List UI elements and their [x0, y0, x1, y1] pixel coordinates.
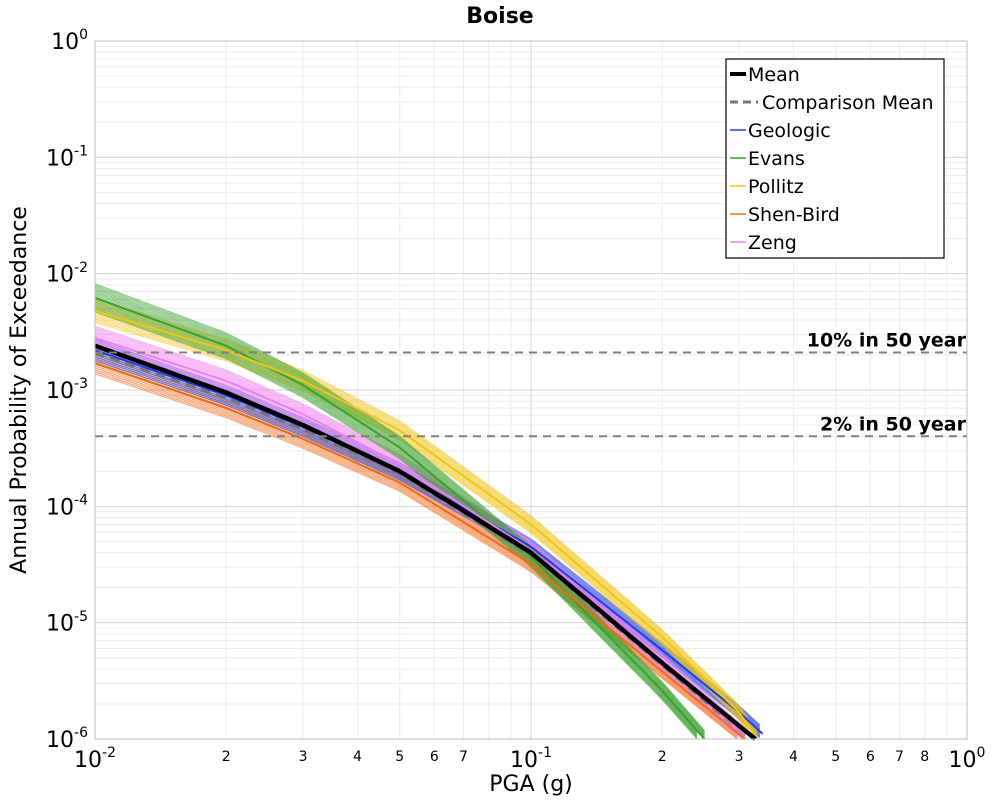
legend-label: Mean: [748, 64, 800, 86]
y-axis-ticks: 100 10-1 10-2 10-3 10-4 10-5 10-6: [46, 27, 88, 753]
y-tick-label: 10-1: [46, 143, 88, 171]
y-tick-label: 10-4: [46, 492, 88, 520]
series-line-evans: [94, 296, 706, 740]
y-tick-label: 10-6: [46, 725, 88, 753]
legend-label: Shen-Bird: [748, 204, 840, 226]
x-minor-tick-label: 3: [299, 749, 308, 765]
x-minor-tick-label: 4: [353, 749, 362, 765]
x-minor-tick-label: 7: [459, 749, 468, 765]
x-minor-tick-label: 6: [866, 749, 875, 765]
band-line-evans: [94, 293, 705, 737]
reference-label: 10% in 50 year: [807, 330, 967, 352]
x-minor-tick-label: 2: [222, 749, 231, 765]
x-minor-tick-label: 8: [920, 749, 929, 765]
x-minor-tick-label: 5: [831, 749, 840, 765]
band-line-evans: [94, 299, 698, 733]
band-line-evans: [94, 289, 705, 736]
band-line-evans: [94, 306, 698, 737]
plot-frame: [94, 40, 968, 740]
series-line-pollitz: [94, 309, 758, 740]
y-tick-label: 100: [51, 27, 88, 55]
band-line-evans: [94, 294, 705, 738]
band-line-evans: [94, 311, 698, 740]
legend-label: Evans: [748, 148, 805, 170]
legend-box: [725, 58, 945, 259]
x-minor-tick-label: 3: [735, 749, 744, 765]
band-line-evans: [94, 307, 698, 738]
x-minor-tick-label: 2: [658, 749, 667, 765]
x-minor-tick-label: 6: [430, 749, 439, 765]
reference-label: 2% in 50 year: [820, 413, 967, 435]
legend: Mean Comparison Mean Geologic Evans Pollitz S…: [725, 58, 945, 259]
y-tick-label: 10-3: [46, 376, 88, 404]
y-tick-label: 10-2: [46, 260, 88, 288]
legend-label: Comparison Mean: [762, 92, 934, 114]
y-axis-label: Annual Probability of Exceedance: [7, 206, 32, 574]
x-major-tick-label: 10-2: [74, 745, 116, 773]
legend-label: Geologic: [748, 120, 831, 142]
band-line-shen-bird: [94, 365, 738, 735]
band-line-pollitz: [94, 319, 750, 734]
band-line-evans: [94, 283, 705, 732]
chart-title: Boise: [466, 4, 533, 29]
y-tick-label: 10-5: [46, 609, 88, 637]
x-minor-tick-label: 4: [789, 749, 798, 765]
band-line-evans: [94, 309, 698, 739]
x-major-tick-label: 100: [949, 745, 986, 773]
legend-label: Pollitz: [748, 176, 804, 198]
x-minor-tick-label: 7: [895, 749, 904, 765]
band-line-evans: [94, 291, 705, 737]
series-lines: [94, 296, 764, 741]
reference-lines: 10% in 50 year 2% in 50 year: [95, 330, 967, 438]
x-minor-tick-label: 5: [395, 749, 404, 765]
series-line-mean: [94, 343, 757, 741]
band-line-evans: [94, 301, 698, 734]
x-axis-label: PGA (g): [489, 772, 573, 797]
series-line-shen-bird: [94, 362, 746, 740]
x-major-tick-label: 10-1: [510, 745, 552, 773]
legend-label: Zeng: [748, 232, 797, 254]
